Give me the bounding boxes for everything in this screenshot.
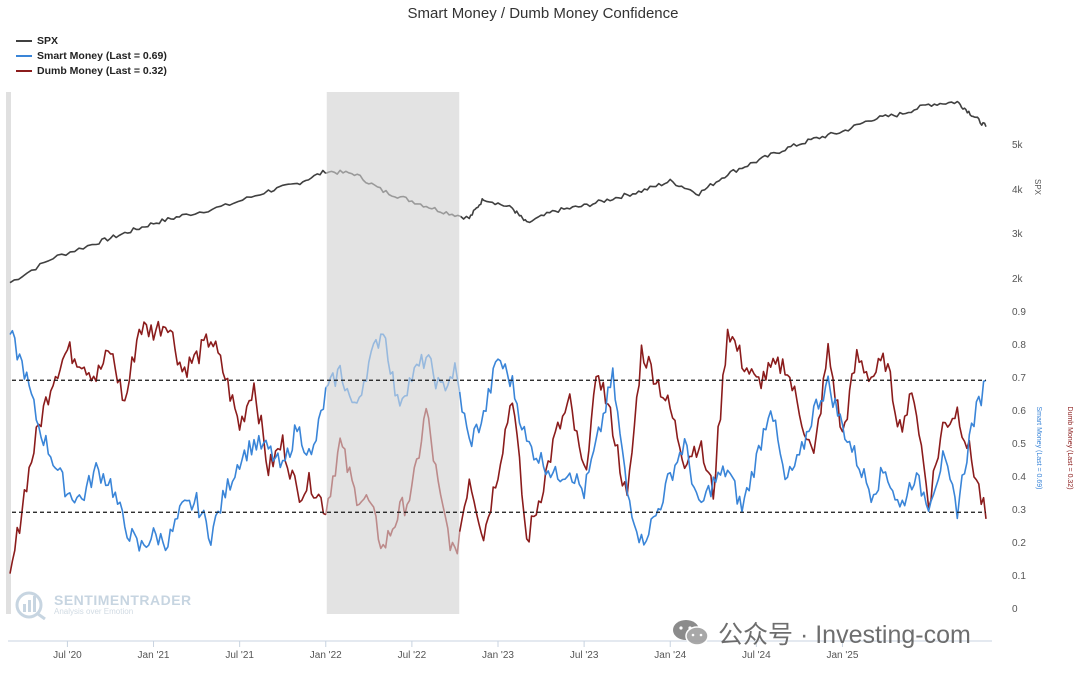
- smart-money-line: [458, 358, 987, 546]
- confidence-tick-label: 0.6: [1012, 406, 1026, 417]
- legend: SPX Smart Money (Last = 0.69) Dumb Money…: [16, 33, 167, 78]
- confidence-tick-label: 0.5: [1012, 439, 1026, 450]
- watermark-tagline: Analysis over Emotion: [54, 607, 134, 616]
- watermark-brand: SENTIMENTRADER: [54, 592, 192, 608]
- legend-label-spx: SPX: [37, 34, 59, 47]
- x-tick-label: Jul '23: [570, 650, 599, 661]
- legend-swatch-dumb-money: [16, 69, 32, 72]
- legend-item-dumb-money[interactable]: Dumb Money (Last = 0.32): [16, 63, 167, 78]
- x-tick-label: Jul '24: [742, 650, 771, 661]
- spx-axis-label: SPX: [1033, 179, 1042, 196]
- shaded-region: [326, 92, 460, 614]
- x-tick-label: Jan '22: [310, 650, 342, 661]
- confidence-tick-label: 0: [1012, 604, 1018, 615]
- legend-item-spx[interactable]: SPX: [16, 33, 167, 48]
- smart-money-line-shaded: [325, 333, 461, 407]
- confidence-tick-label: 0.1: [1012, 571, 1026, 582]
- confidence-tick-label: 0.8: [1012, 340, 1026, 351]
- dumb-money-line: [458, 328, 987, 543]
- spx-line: [460, 100, 987, 224]
- left-edge-strip: [6, 92, 11, 614]
- confidence-tick-label: 0.4: [1012, 472, 1026, 483]
- smart-money-line: [9, 329, 327, 552]
- x-tick-label: Jan '23: [482, 650, 514, 661]
- x-tick-label: Jul '21: [225, 650, 254, 661]
- confidence-tick-label: 0.3: [1012, 505, 1026, 516]
- confidence-tick-label: 0.7: [1012, 373, 1026, 384]
- smart-money-axis-label: Smart Money (Last = 0.69): [1035, 406, 1042, 489]
- wechat-watermark: 公众号 · Investing-com: [672, 615, 971, 651]
- sentimentrader-logo-icon: [15, 591, 46, 620]
- x-tick-label: Jul '22: [398, 650, 427, 661]
- x-tick-label: Jan '24: [654, 650, 686, 661]
- dumb-money-line: [9, 320, 327, 574]
- spx-line-shaded: [325, 169, 461, 218]
- spx-tick-label: 3k: [1012, 229, 1024, 240]
- spx-line: [9, 169, 327, 284]
- dumb-money-line-shaded: [325, 407, 461, 555]
- confidence-tick-label: 0.9: [1012, 307, 1026, 318]
- legend-label-dumb-money: Dumb Money (Last = 0.32): [37, 64, 167, 77]
- legend-item-smart-money[interactable]: Smart Money (Last = 0.69): [16, 48, 167, 63]
- sentimentrader-watermark: SENTIMENTRADER Analysis over Emotion: [14, 590, 192, 620]
- wechat-icon: [673, 620, 709, 646]
- chart-title: Smart Money / Dumb Money Confidence: [407, 5, 679, 22]
- spx-tick-label: 2k: [1012, 274, 1024, 285]
- x-tick-label: Jan '21: [138, 650, 170, 661]
- x-tick-label: Jan '25: [827, 650, 859, 661]
- spx-tick-label: 4k: [1012, 185, 1024, 196]
- legend-swatch-smart-money: [16, 54, 32, 57]
- wechat-text: 公众号 · Investing-com: [718, 621, 971, 649]
- x-tick-label: Jul '20: [53, 650, 82, 661]
- dumb-money-axis-label: Dumb Money (Last = 0.32): [1066, 406, 1073, 489]
- spx-tick-label: 5k: [1012, 140, 1024, 151]
- legend-label-smart-money: Smart Money (Last = 0.69): [37, 49, 167, 62]
- legend-swatch-spx: [16, 39, 32, 42]
- confidence-tick-label: 0.2: [1012, 538, 1026, 549]
